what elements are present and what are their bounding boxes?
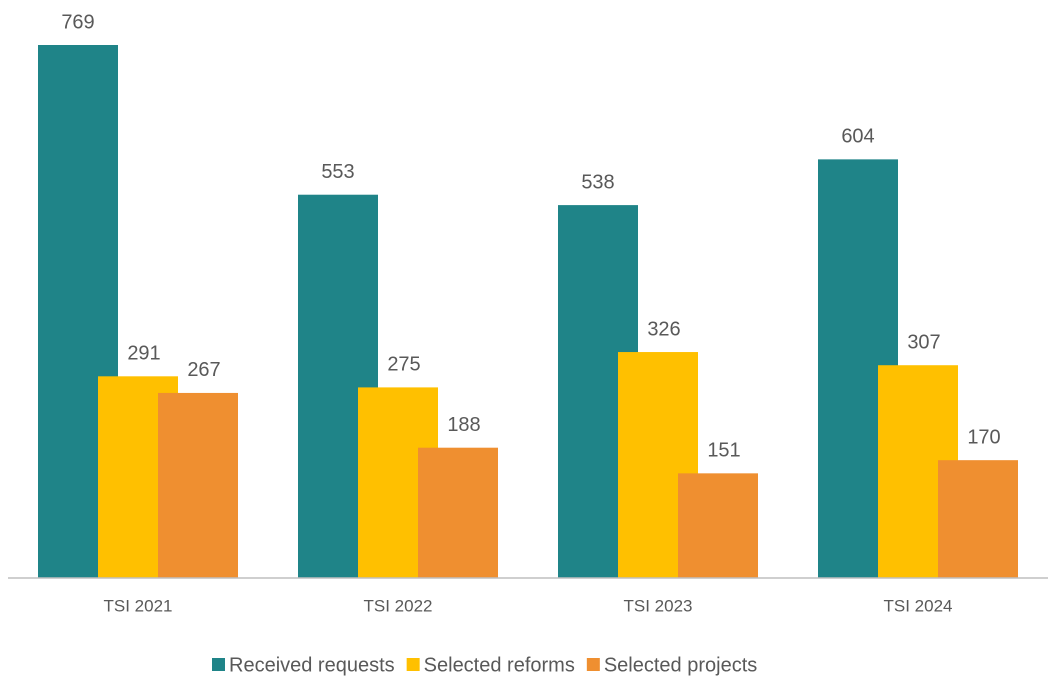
- x-tick-label: TSI 2021: [104, 596, 173, 615]
- data-label: 553: [321, 161, 354, 183]
- data-label: 604: [841, 126, 874, 148]
- x-tick-label: TSI 2023: [624, 596, 693, 615]
- x-tick-label: TSI 2024: [884, 596, 953, 615]
- legend-swatch: [212, 658, 225, 671]
- data-label: 538: [581, 171, 614, 193]
- bar: [678, 473, 758, 578]
- legend-swatch: [586, 658, 600, 671]
- data-label: 291: [127, 343, 160, 365]
- legend-label: Received requests: [229, 654, 395, 676]
- data-label: 267: [187, 359, 220, 381]
- data-label: 170: [967, 426, 1000, 448]
- legend-label: Selected reforms: [424, 654, 575, 676]
- data-label: 769: [61, 11, 94, 33]
- data-label: 326: [647, 318, 680, 340]
- bar: [938, 460, 1018, 578]
- data-label: 151: [707, 440, 740, 462]
- bar: [418, 447, 498, 578]
- legend-swatch: [406, 658, 420, 671]
- bar: [158, 392, 238, 578]
- data-label: 275: [387, 354, 420, 376]
- data-label: 188: [447, 414, 480, 436]
- data-label: 307: [907, 331, 940, 353]
- x-tick-label: TSI 2022: [364, 596, 433, 615]
- legend-label: Selected projects: [604, 654, 757, 676]
